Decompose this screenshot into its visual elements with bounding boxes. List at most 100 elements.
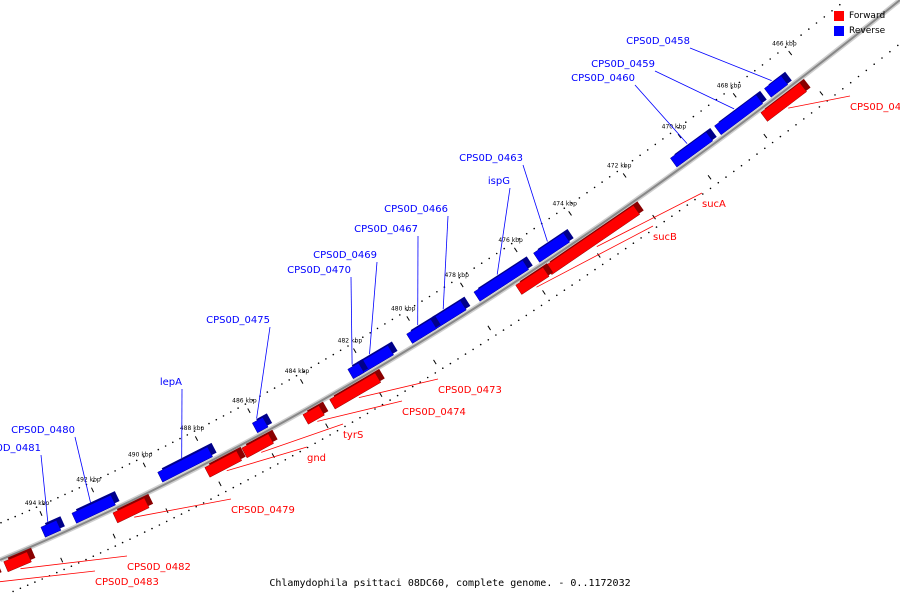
- gene-label: CPS0D_0460: [571, 73, 635, 84]
- inner-guide-dot: [396, 394, 399, 397]
- kbp-tick-label: 494 kbp: [25, 500, 50, 507]
- gene-cps0d-0483[interactable]: CPS0D_0483: [0, 562, 159, 588]
- kbp-tick-inner: [763, 133, 768, 139]
- gene-cps0d-0473[interactable]: CPS0D_0473: [329, 368, 502, 410]
- inner-guide-dot: [56, 571, 58, 574]
- outer-guide-dot: [458, 276, 461, 279]
- gene-cps0d-0463[interactable]: CPS0D_0463: [459, 153, 574, 263]
- outer-guide-dot: [624, 165, 626, 167]
- gene-body: [112, 497, 150, 524]
- gene-label: CPS0D_0463: [459, 153, 523, 164]
- outer-guide-dot: [563, 207, 566, 209]
- inner-guide-dot: [92, 555, 95, 557]
- outer-guide-dot: [707, 104, 710, 107]
- kbp-tick-label: 486 kbp: [232, 397, 257, 404]
- inner-guide-dot: [434, 372, 437, 374]
- outer-guide-dot: [746, 75, 748, 78]
- inner-guide-dot: [188, 509, 190, 512]
- inner-guide-dot: [533, 309, 535, 312]
- gene-cps0d-0482[interactable]: CPS0D_0482: [3, 547, 191, 573]
- outer-guide-dot: [571, 202, 573, 204]
- inner-guide-dot: [810, 112, 813, 114]
- gene-label-leader: [20, 555, 128, 570]
- gene-cps0d-0481[interactable]: CPS0D_0481: [0, 443, 65, 538]
- gene-label: sucB: [653, 232, 677, 243]
- inner-guide-dot: [180, 513, 183, 515]
- inner-guide-dot: [756, 153, 758, 155]
- gene-sucb[interactable]: sucB: [515, 225, 677, 295]
- inner-guide-dot: [733, 170, 735, 173]
- outer-guide-dot: [769, 58, 771, 60]
- outer-guide-dot: [654, 143, 657, 146]
- gene-lepa[interactable]: lepA: [157, 377, 217, 483]
- kbp-tick-label: 480 kbp: [391, 305, 416, 312]
- inner-guide-dot: [671, 215, 673, 217]
- kbp-tick-label: 492 kbp: [76, 476, 101, 483]
- legend-label-reverse: Reverse: [849, 25, 886, 36]
- kbp-tick-label: 482 kbp: [338, 338, 363, 345]
- gene-gnd[interactable]: gnd: [204, 446, 326, 478]
- gene-label: CPS0D_0458: [626, 36, 690, 47]
- outer-guide-dot: [465, 272, 468, 274]
- gene-cps0d-0475[interactable]: CPS0D_0475: [206, 315, 273, 434]
- kbp-tick-label: 478 kbp: [444, 272, 469, 279]
- gene-cps0d-0474[interactable]: CPS0D_0474: [302, 400, 466, 425]
- gene-body: [533, 232, 571, 263]
- inner-guide-dot: [351, 421, 354, 423]
- inner-guide-dot: [26, 584, 29, 586]
- gene-cps0d-0459[interactable]: CPS0D_0459: [591, 59, 767, 136]
- inner-guide-dot: [740, 164, 743, 167]
- inner-guide-dot: [254, 475, 257, 477]
- gene-label-leader: [442, 215, 449, 310]
- inner-guide-dot: [173, 516, 175, 519]
- gene-tyrs[interactable]: tyrS: [241, 423, 364, 459]
- gene-label: CPS0D_0474: [402, 407, 466, 418]
- kbp-tick: [732, 92, 737, 98]
- outer-guide-dot: [114, 470, 116, 472]
- outer-guide-dot: [510, 242, 513, 245]
- gene-cps0d-0460[interactable]: CPS0D_0460: [571, 73, 717, 168]
- outer-guide-dot: [339, 349, 342, 352]
- strand-guide-dots: [0, 3, 899, 593]
- gene-body-shadow: [0, 568, 2, 573]
- kbp-tick-inner: [325, 423, 329, 429]
- outer-guide-dot: [480, 262, 483, 265]
- inner-guide-dot: [121, 541, 124, 544]
- gene-cps0d-0480[interactable]: CPS0D_0480: [11, 425, 120, 524]
- gene-label: CPS0D_0473: [438, 385, 502, 396]
- kbp-ticks: 466 kbp 468 kbp 470 kbp 472 kbp 474 kbp 476 k…: [25, 41, 824, 563]
- gene-label-leader: [74, 436, 91, 503]
- gene-cps0d-0457[interactable]: CPS0D_0457: [760, 78, 900, 122]
- inner-guide-dot: [70, 565, 73, 567]
- outer-guide-dot: [303, 370, 305, 373]
- outer-guide-dot: [808, 28, 810, 30]
- outer-guide-dot: [143, 456, 145, 458]
- gene-label: sucA: [702, 199, 726, 210]
- inner-guide-dot: [12, 590, 14, 593]
- gene-label-leader: [0, 570, 96, 583]
- gene-label-leader: [496, 187, 511, 275]
- outer-guide-dot: [792, 40, 795, 42]
- inner-guide-dot: [419, 381, 422, 383]
- outer-guide-dot: [295, 374, 298, 377]
- outer-guide-dot: [533, 227, 535, 230]
- reverse-swatch: [834, 25, 844, 36]
- inner-guide-dot: [329, 434, 331, 436]
- gene-body: [760, 82, 807, 122]
- inner-guide-dot: [609, 258, 612, 260]
- inner-guide-dot: [151, 527, 153, 530]
- gene-label: CPS0D_0459: [591, 59, 655, 70]
- kbp-tick-inner: [819, 91, 824, 96]
- gene-cps0d-0470[interactable]: CPS0D_0470: [287, 265, 369, 380]
- inner-guide-dot: [63, 568, 65, 571]
- inner-guide-dot: [449, 362, 452, 365]
- gene-cps0d-0479[interactable]: CPS0D_0479: [112, 493, 295, 524]
- gene-cps0d-0467[interactable]: CPS0D_0467: [354, 224, 441, 344]
- gene-ispg[interactable]: ispG: [473, 176, 533, 302]
- inner-guide-dot: [834, 94, 836, 96]
- gene-body: [3, 551, 32, 573]
- gene-label-leader: [634, 84, 688, 144]
- gene-cps0d-0458[interactable]: CPS0D_0458: [626, 36, 792, 98]
- inner-guide-dot: [764, 147, 766, 150]
